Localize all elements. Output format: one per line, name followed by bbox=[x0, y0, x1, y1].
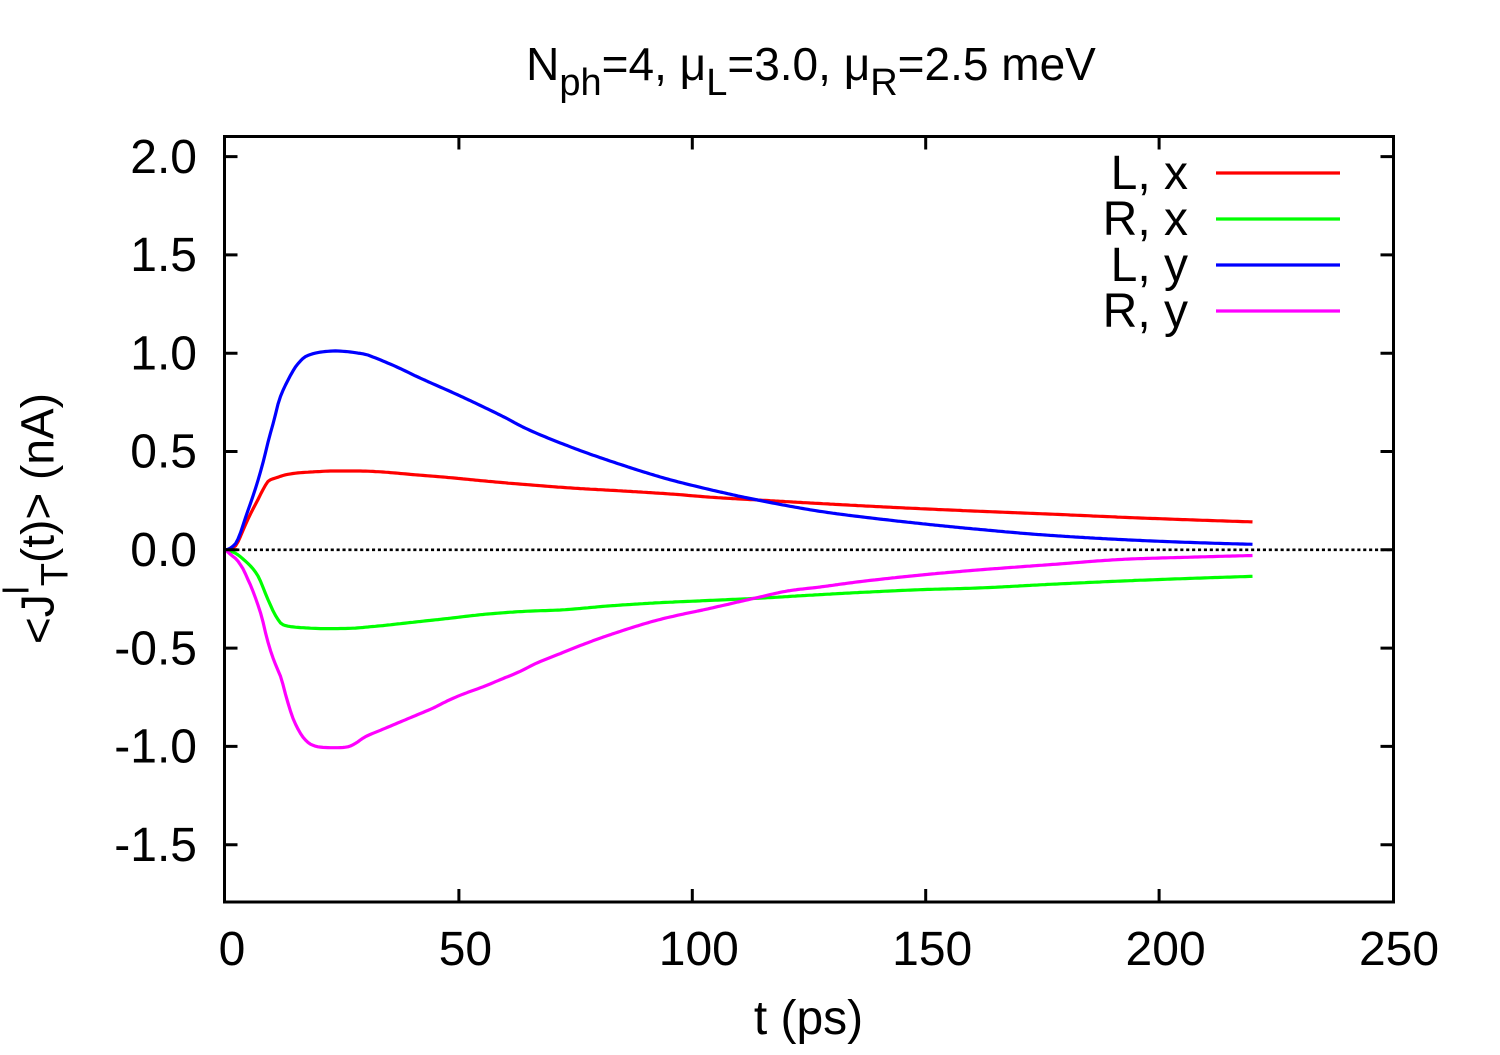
svg-text:200: 200 bbox=[1126, 923, 1206, 976]
svg-text:150: 150 bbox=[892, 923, 972, 976]
svg-text:t (ps): t (ps) bbox=[754, 992, 863, 1045]
svg-text:-1.5: -1.5 bbox=[114, 819, 197, 872]
svg-text:1.0: 1.0 bbox=[130, 327, 197, 380]
svg-text:R, x: R, x bbox=[1103, 193, 1188, 246]
svg-text:0: 0 bbox=[219, 923, 246, 976]
svg-text:R, y: R, y bbox=[1103, 285, 1188, 338]
svg-text:50: 50 bbox=[439, 923, 492, 976]
svg-text:-0.5: -0.5 bbox=[114, 622, 197, 675]
svg-text:0.5: 0.5 bbox=[130, 426, 197, 479]
svg-text:0.0: 0.0 bbox=[130, 524, 197, 577]
svg-text:2.0: 2.0 bbox=[130, 131, 197, 184]
svg-text:250: 250 bbox=[1359, 923, 1439, 976]
svg-text:-1.0: -1.0 bbox=[114, 721, 197, 774]
svg-text:L, x: L, x bbox=[1111, 147, 1188, 200]
svg-text:100: 100 bbox=[659, 923, 739, 976]
svg-text:1.5: 1.5 bbox=[130, 229, 197, 282]
svg-text:L, y: L, y bbox=[1111, 239, 1188, 292]
